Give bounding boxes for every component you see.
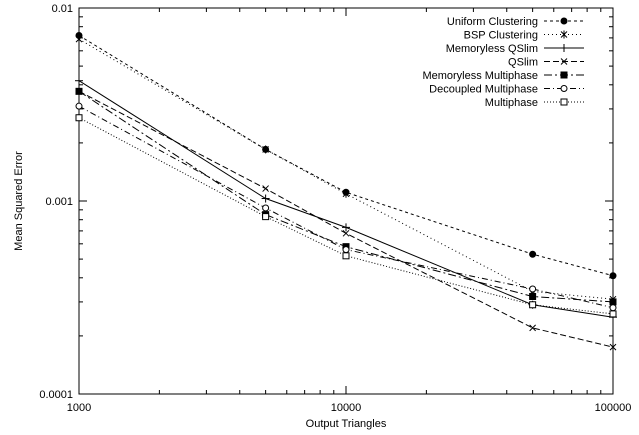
data-point xyxy=(609,298,617,306)
legend-label: Memoryless QSlim xyxy=(446,43,538,55)
data-point xyxy=(529,250,537,258)
legend-marker xyxy=(560,30,568,39)
legend-label: Decoupled Multiphase xyxy=(429,84,538,96)
series-2 xyxy=(75,76,617,322)
data-point xyxy=(529,301,537,309)
x-tick-label: 10000 xyxy=(331,402,362,414)
data-point xyxy=(75,87,83,95)
data-point xyxy=(342,189,350,198)
series-3 xyxy=(75,87,617,351)
data-point xyxy=(262,204,270,212)
data-point xyxy=(609,343,617,351)
legend-marker xyxy=(560,17,568,25)
legend-marker xyxy=(560,85,568,92)
legend-marker xyxy=(560,71,568,79)
y-tick-label: 0.01 xyxy=(52,3,73,15)
series-line xyxy=(78,80,614,318)
data-point xyxy=(342,252,350,260)
legend-label: BSP Clustering xyxy=(464,30,538,42)
series-layer xyxy=(75,32,617,351)
x-axis-label: Output Triangles xyxy=(306,418,387,430)
data-point xyxy=(262,213,270,221)
data-point xyxy=(342,246,350,254)
legend-marker xyxy=(560,98,568,106)
data-point xyxy=(262,185,269,192)
y-tick-label: 0.0001 xyxy=(39,389,73,401)
data-point xyxy=(529,293,537,301)
data-point xyxy=(262,145,269,154)
x-tick-label: 100000 xyxy=(595,402,632,414)
data-point xyxy=(261,194,270,203)
x-tick-label: 1000 xyxy=(67,402,91,414)
legend-marker xyxy=(560,44,568,52)
series-line xyxy=(78,117,614,315)
series-5 xyxy=(75,102,617,312)
data-point xyxy=(529,285,537,293)
legend-label: Multiphase xyxy=(485,97,538,109)
data-point xyxy=(75,114,83,122)
data-point xyxy=(342,223,350,232)
data-point xyxy=(75,35,83,44)
data-point xyxy=(75,102,83,110)
legend-label: Memoryless Multiphase xyxy=(422,70,538,82)
y-tick-label: 0.001 xyxy=(45,196,73,208)
series-line xyxy=(78,35,614,277)
data-point xyxy=(529,324,536,332)
series-line xyxy=(78,105,614,309)
data-point xyxy=(75,76,83,85)
data-point xyxy=(342,229,350,237)
legend-label: QSlim xyxy=(508,57,538,69)
data-point xyxy=(609,310,617,318)
y-axis-label: Mean Squared Error xyxy=(13,151,25,251)
data-point xyxy=(609,272,617,280)
legend-marker xyxy=(560,58,568,65)
axis-ticks: 1000 10000 100000 0.0001 0.001 0.01 xyxy=(39,3,631,414)
data-point xyxy=(609,304,617,312)
series-6 xyxy=(75,114,617,318)
legend-label: Uniform Clustering xyxy=(447,16,538,28)
